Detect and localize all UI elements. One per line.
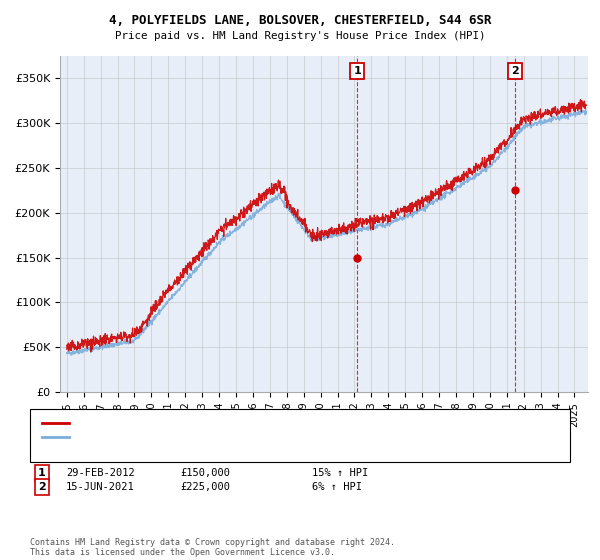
Text: 15-JUN-2021: 15-JUN-2021 (66, 482, 135, 492)
Text: 2: 2 (511, 66, 518, 76)
Text: 29-FEB-2012: 29-FEB-2012 (66, 468, 135, 478)
Text: 4, POLYFIELDS LANE, BOLSOVER, CHESTERFIELD, S44 6SR: 4, POLYFIELDS LANE, BOLSOVER, CHESTERFIE… (109, 14, 491, 27)
Text: £225,000: £225,000 (180, 482, 230, 492)
Text: Price paid vs. HM Land Registry's House Price Index (HPI): Price paid vs. HM Land Registry's House … (115, 31, 485, 41)
Text: 2: 2 (38, 482, 46, 492)
Text: 15% ↑ HPI: 15% ↑ HPI (312, 468, 368, 478)
Text: HPI: Average price, detached house, Bolsover: HPI: Average price, detached house, Bols… (72, 432, 325, 441)
Text: £150,000: £150,000 (180, 468, 230, 478)
Text: 1: 1 (353, 66, 361, 76)
Text: 6% ↑ HPI: 6% ↑ HPI (312, 482, 362, 492)
Text: Contains HM Land Registry data © Crown copyright and database right 2024.
This d: Contains HM Land Registry data © Crown c… (30, 538, 395, 557)
Text: 4, POLYFIELDS LANE, BOLSOVER, CHESTERFIELD, S44 6SR (detached house): 4, POLYFIELDS LANE, BOLSOVER, CHESTERFIE… (72, 418, 463, 427)
Text: 1: 1 (38, 468, 46, 478)
